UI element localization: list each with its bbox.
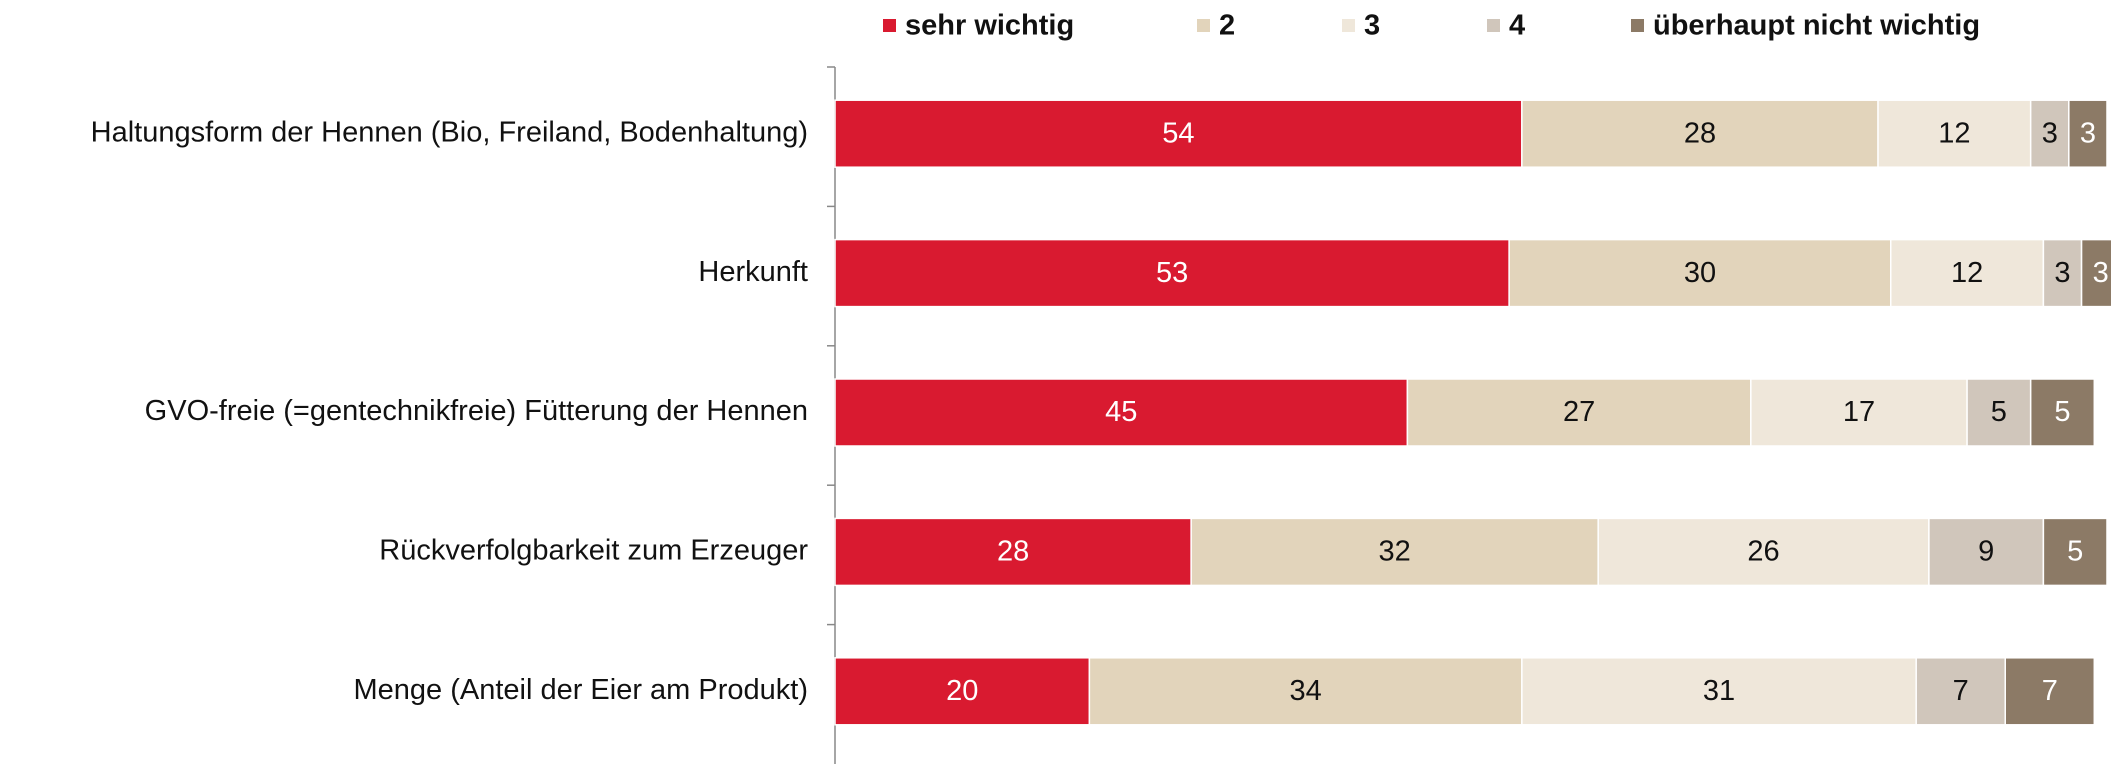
- value-label: 26: [1747, 536, 1779, 568]
- bar-segment: [834, 657, 1091, 726]
- bar-segment: [2042, 517, 2108, 587]
- bar-segment: [1406, 378, 1752, 447]
- value-label: 17: [1843, 396, 1875, 428]
- value-label: 3: [2042, 117, 2058, 149]
- bar-segment: [1190, 517, 1599, 587]
- value-label: 53: [1156, 257, 1188, 289]
- legend-label: sehr wichtig: [905, 10, 1074, 42]
- bar-segment: [1750, 378, 1968, 447]
- bar-segment: [834, 238, 1510, 308]
- value-label: 3: [2093, 257, 2109, 289]
- bar-segment: [2004, 657, 2096, 726]
- value-label: 45: [1105, 396, 1137, 428]
- value-label: 3: [2054, 257, 2070, 289]
- value-label: 5: [1991, 396, 2007, 428]
- value-label: 12: [1938, 117, 1970, 149]
- value-label: 30: [1684, 257, 1716, 289]
- value-label: 54: [1162, 117, 1194, 149]
- bar-segment: [2029, 378, 2096, 447]
- bar-segment: [1928, 517, 2045, 587]
- value-label: 5: [2054, 396, 2070, 428]
- bar-segment: [2068, 99, 2108, 168]
- legend-label: überhaupt nicht wichtig: [1653, 10, 1980, 42]
- bar-segment: [2029, 99, 2070, 168]
- bar-segment: [834, 378, 1409, 447]
- bar-segment: [1088, 657, 1523, 726]
- legend-swatch: [1342, 19, 1355, 32]
- legend-swatch: [1197, 19, 1210, 32]
- category-label: Menge (Anteil der Eier am Produkt): [353, 674, 808, 706]
- category-label: GVO-freie (=gentechnikfreie) Fütterung d…: [145, 395, 808, 427]
- bar-segment: [1597, 517, 1930, 587]
- legend-swatch: [883, 19, 896, 32]
- value-label: 34: [1290, 675, 1322, 707]
- legend-label: 3: [1364, 10, 1380, 42]
- value-label: 5: [2067, 536, 2083, 568]
- bar-segment: [834, 99, 1523, 168]
- value-label: 3: [2080, 117, 2096, 149]
- bar-segment: [1508, 238, 1892, 308]
- category-label: Herkunft: [698, 256, 808, 288]
- bar-segment: [1966, 378, 2032, 447]
- legend-swatch: [1487, 19, 1500, 32]
- bar-segment: [1890, 238, 2045, 308]
- value-label: 9: [1978, 536, 1994, 568]
- bar-segment: [834, 517, 1192, 587]
- legend-swatch: [1631, 19, 1644, 32]
- value-label: 12: [1951, 257, 1983, 289]
- category-label: Rückverfolgbarkeit zum Erzeuger: [379, 535, 808, 567]
- category-label: Haltungsform der Hennen (Bio, Freiland, …: [91, 116, 808, 148]
- legend-label: 2: [1219, 10, 1235, 42]
- bar-segment: [2080, 238, 2111, 308]
- value-label: 28: [997, 536, 1029, 568]
- legend-label: 4: [1509, 10, 1525, 42]
- value-label: 27: [1563, 396, 1595, 428]
- value-label: 20: [946, 675, 978, 707]
- value-label: 32: [1379, 536, 1411, 568]
- value-label: 28: [1684, 117, 1716, 149]
- bar-segment: [2042, 238, 2083, 308]
- value-label: 7: [1953, 675, 1969, 707]
- value-label: 7: [2042, 675, 2058, 707]
- value-label: 31: [1703, 675, 1735, 707]
